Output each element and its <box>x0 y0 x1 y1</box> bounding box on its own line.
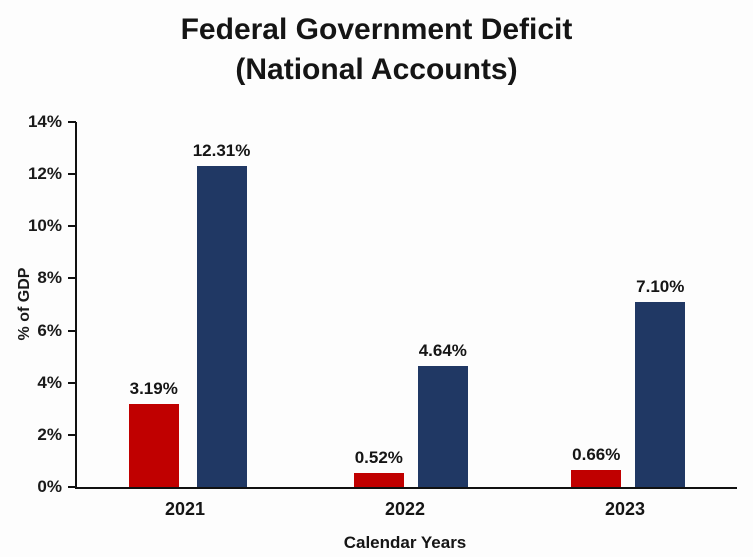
bar-value-label: 4.64% <box>418 341 467 361</box>
y-tick-label: 10% <box>27 216 62 236</box>
y-tick-mark <box>68 173 76 176</box>
bar-wrap-2023-red: 0.66% <box>571 122 622 487</box>
y-tick-label: 14% <box>27 112 62 131</box>
y-tick-mark <box>68 121 76 123</box>
bar-wrap-2022-dark-blue: 4.64% <box>417 122 468 487</box>
y-tick-label: 8% <box>37 268 62 288</box>
y-axis-ticks: 0% 2% 4% 6% 8% 10% 12% 14% <box>0 112 62 496</box>
x-category-label-2021: 2021 <box>164 499 206 519</box>
bar-group-2023: 0.66% 7.10% <box>571 122 686 487</box>
x-axis-labels: 2021 2022 2023 <box>75 499 735 520</box>
y-tick-label: 2% <box>37 424 62 444</box>
y-tick-label: 0% <box>37 477 62 496</box>
chart-title-line-2: (National Accounts) <box>235 53 518 86</box>
bar-2023-dark-blue <box>635 301 686 487</box>
bar-value-label: 0.66% <box>572 444 621 464</box>
plot-area: 3.19% 12.31% 0.52% 4.64% 0.66% 7.10% <box>68 121 737 489</box>
bar-wrap-2023-dark-blue: 7.10% <box>635 122 686 487</box>
bar-2021-dark-blue <box>196 166 247 487</box>
y-tick-label: 12% <box>27 164 62 184</box>
y-tick-label: 6% <box>37 320 62 340</box>
chart-title: Federal Government Deficit (National Acc… <box>0 10 753 90</box>
bar-group-2022: 0.52% 4.64% <box>353 122 468 487</box>
chart-title-line-1: Federal Government Deficit <box>180 13 573 46</box>
bar-value-label: 3.19% <box>129 378 178 398</box>
x-category-label-2022: 2022 <box>384 499 426 519</box>
y-tick-mark <box>68 225 76 228</box>
y-tick-mark <box>68 329 76 332</box>
bar-wrap-2021-red: 3.19% <box>128 122 179 487</box>
y-tick-mark <box>68 277 76 280</box>
bar-2023-red <box>571 469 622 487</box>
bar-wrap-2022-red: 0.52% <box>353 122 404 487</box>
bar-2022-red <box>353 473 404 487</box>
bar-2022-dark-blue <box>417 366 468 487</box>
y-tick-mark <box>68 433 76 436</box>
y-tick-label: 4% <box>37 372 62 392</box>
bar-wrap-2021-dark-blue: 12.31% <box>192 122 251 487</box>
y-tick-mark <box>68 486 76 488</box>
x-axis-title: Calendar Years <box>343 533 467 552</box>
bar-value-label: 12.31% <box>192 141 251 161</box>
bar-group-2021: 3.19% 12.31% <box>128 122 251 487</box>
y-tick-mark <box>68 381 76 384</box>
x-category-label-2023: 2023 <box>604 499 646 519</box>
bar-value-label: 0.52% <box>354 448 403 468</box>
bar-value-label: 7.10% <box>636 276 685 296</box>
bar-2021-red <box>128 403 179 487</box>
bar-groups: 3.19% 12.31% 0.52% 4.64% 0.66% 7.10% <box>77 122 737 487</box>
